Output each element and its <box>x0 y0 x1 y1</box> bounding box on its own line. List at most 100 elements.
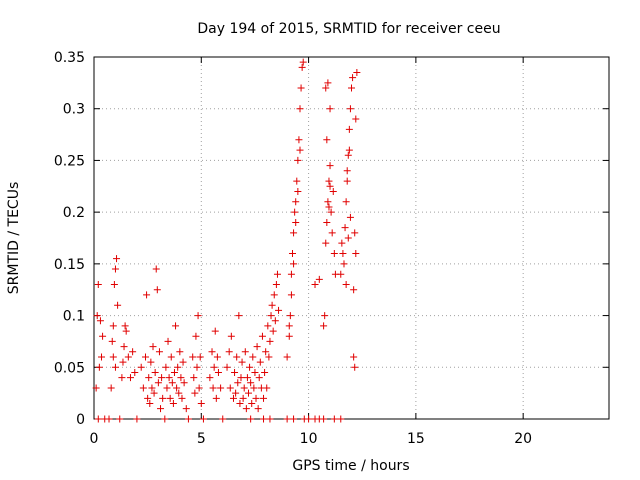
data-point <box>256 358 264 366</box>
data-point <box>208 348 216 356</box>
data-point <box>99 332 107 340</box>
x-axis-label: GPS time / hours <box>292 458 409 474</box>
data-point <box>242 405 250 413</box>
data-point <box>229 394 237 402</box>
data-point <box>131 368 139 376</box>
data-point <box>196 353 204 361</box>
data-point <box>193 363 201 371</box>
data-point <box>252 394 260 402</box>
data-point <box>325 203 333 211</box>
data-point <box>241 348 249 356</box>
data-point <box>92 384 100 392</box>
data-point <box>109 353 117 361</box>
data-point <box>258 332 266 340</box>
data-point <box>287 291 295 299</box>
data-point <box>225 348 233 356</box>
data-point <box>246 363 254 371</box>
data-point <box>255 374 263 382</box>
data-point <box>344 151 352 159</box>
data-point <box>211 327 219 335</box>
data-point <box>142 353 149 361</box>
data-point <box>191 389 199 397</box>
data-point <box>328 229 336 237</box>
data-point <box>189 353 197 361</box>
data-point <box>322 84 330 92</box>
data-point <box>269 327 277 335</box>
data-point <box>155 348 163 356</box>
data-point <box>326 182 334 190</box>
data-point <box>180 379 188 387</box>
data-point <box>283 415 291 423</box>
data-point <box>240 384 248 392</box>
data-point <box>167 353 175 361</box>
data-point <box>342 198 350 206</box>
data-point <box>249 353 257 361</box>
data-point <box>107 384 115 392</box>
data-point <box>219 415 227 423</box>
data-point <box>343 167 351 175</box>
data-point <box>343 177 351 185</box>
data-point <box>315 275 323 283</box>
plot-frame <box>93 56 610 420</box>
data-point <box>247 379 255 387</box>
y-axis-label: SRMTID / TECUs <box>6 182 22 295</box>
data-point <box>348 84 355 92</box>
data-point <box>340 260 348 268</box>
y-tick-label: 0 <box>76 412 85 428</box>
data-point <box>292 198 300 206</box>
data-point <box>179 358 187 366</box>
data-point <box>243 374 251 382</box>
data-point <box>213 353 221 361</box>
data-point <box>214 368 222 376</box>
data-point <box>210 363 218 371</box>
data-point <box>330 415 338 423</box>
data-point <box>175 389 183 397</box>
data-point <box>353 69 361 77</box>
data-point <box>217 384 225 392</box>
data-point <box>349 74 357 82</box>
data-point <box>351 229 359 237</box>
data-point <box>265 353 273 361</box>
data-point <box>174 363 182 371</box>
data-point <box>260 394 268 402</box>
data-point <box>94 281 102 289</box>
data-point <box>137 363 145 371</box>
data-point <box>239 394 247 402</box>
y-tick-label: 0.2 <box>63 205 85 221</box>
data-point <box>275 306 283 314</box>
data-point <box>148 384 156 392</box>
data-point <box>250 384 258 392</box>
data-point <box>192 332 200 340</box>
data-point <box>111 363 119 371</box>
data-point <box>290 260 298 268</box>
axis-ticks: 0 0.05 0.1 0.15 0.2 0.25 0.3 0.35 0 5 10 15 20 <box>54 50 609 447</box>
y-tick-label: 0.3 <box>63 102 85 118</box>
data-point <box>268 301 276 309</box>
x-tick-label: 20 <box>514 431 532 447</box>
data-point <box>176 348 184 356</box>
data-point <box>98 353 106 361</box>
data-point <box>114 301 122 309</box>
data-point <box>320 322 328 330</box>
data-point <box>251 368 259 376</box>
x-tick-label: 15 <box>407 431 425 447</box>
data-point <box>170 368 178 376</box>
data-point <box>145 374 153 382</box>
data-point <box>324 198 332 206</box>
data-point <box>271 317 279 325</box>
data-point <box>144 394 152 402</box>
data-point <box>109 322 117 330</box>
y-tick-label: 0.25 <box>54 153 85 169</box>
data-point <box>197 399 205 407</box>
data-point <box>266 337 274 345</box>
data-point <box>295 136 303 144</box>
data-point <box>212 394 220 402</box>
data-point <box>322 239 330 247</box>
data-point <box>94 415 102 423</box>
data-point <box>178 394 186 402</box>
data-point <box>287 270 295 278</box>
chart-title: Day 194 of 2015, SRMTID for receiver cee… <box>197 21 500 37</box>
data-point <box>290 415 298 423</box>
data-point <box>166 394 174 402</box>
